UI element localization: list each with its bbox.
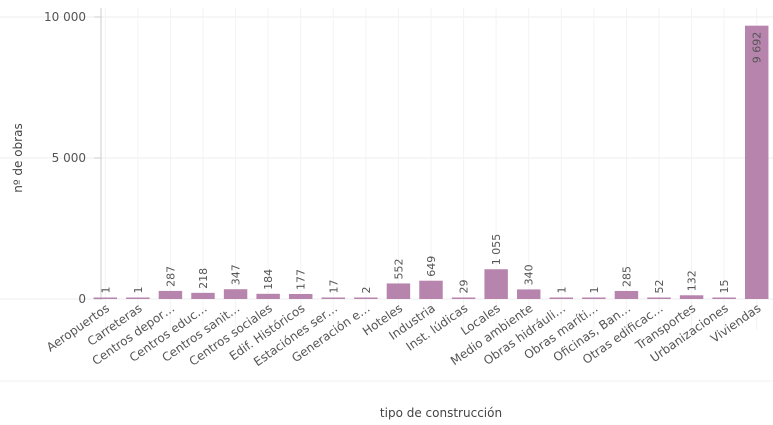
- data-label: 177: [295, 269, 308, 290]
- y-axis-ticks: 0 5 000 10 000: [44, 10, 101, 306]
- bar: [386, 283, 411, 299]
- data-label: 29: [458, 280, 471, 294]
- y-tick-label: 0: [78, 292, 86, 306]
- data-label: 132: [686, 270, 699, 291]
- data-label: 552: [392, 258, 405, 279]
- gridlines: [0, 8, 773, 382]
- bar: [191, 292, 215, 299]
- data-label: 649: [425, 256, 438, 277]
- data-label: 287: [164, 266, 177, 287]
- data-label: 218: [197, 268, 210, 289]
- bar: [288, 294, 313, 299]
- data-label: 1: [132, 287, 145, 294]
- data-label: 9 692: [751, 32, 764, 64]
- data-label: 1 055: [490, 234, 503, 265]
- bar: [419, 280, 443, 299]
- bars: [93, 25, 769, 299]
- bar: [679, 295, 704, 299]
- data-label: 184: [262, 269, 275, 290]
- data-label: 1: [588, 287, 601, 294]
- bar: [451, 297, 476, 299]
- data-label: 15: [718, 280, 731, 294]
- bar: [647, 297, 671, 299]
- bar: [516, 289, 541, 299]
- bar: [223, 289, 248, 299]
- y-tick-label: 5 000: [52, 151, 86, 165]
- y-tick-label: 10 000: [44, 10, 86, 24]
- bar: [614, 290, 639, 299]
- bar: [256, 293, 280, 299]
- data-label: 2: [360, 287, 373, 294]
- bar: [354, 297, 378, 299]
- bar: [321, 297, 346, 299]
- bar: [158, 290, 183, 299]
- data-labels: 1 1 287 218 347 184 177 17 2 552 649 29 1 055 340 1 1 28…: [99, 32, 763, 294]
- y-axis-title: nº de obras: [11, 123, 25, 192]
- bar: [712, 297, 736, 299]
- data-label: 1: [555, 287, 568, 294]
- bar: [484, 269, 508, 299]
- data-label: 285: [620, 266, 633, 287]
- bar: [744, 25, 769, 299]
- data-label: 1: [99, 287, 112, 294]
- x-axis-title: tipo de construcción: [380, 406, 502, 420]
- data-label: 340: [523, 264, 536, 285]
- bar: [582, 297, 606, 299]
- data-label: 52: [653, 280, 666, 294]
- bar: [93, 297, 118, 299]
- data-label: 347: [230, 264, 243, 285]
- bar: [549, 297, 574, 299]
- bar: [126, 297, 150, 299]
- data-label: 17: [327, 280, 340, 294]
